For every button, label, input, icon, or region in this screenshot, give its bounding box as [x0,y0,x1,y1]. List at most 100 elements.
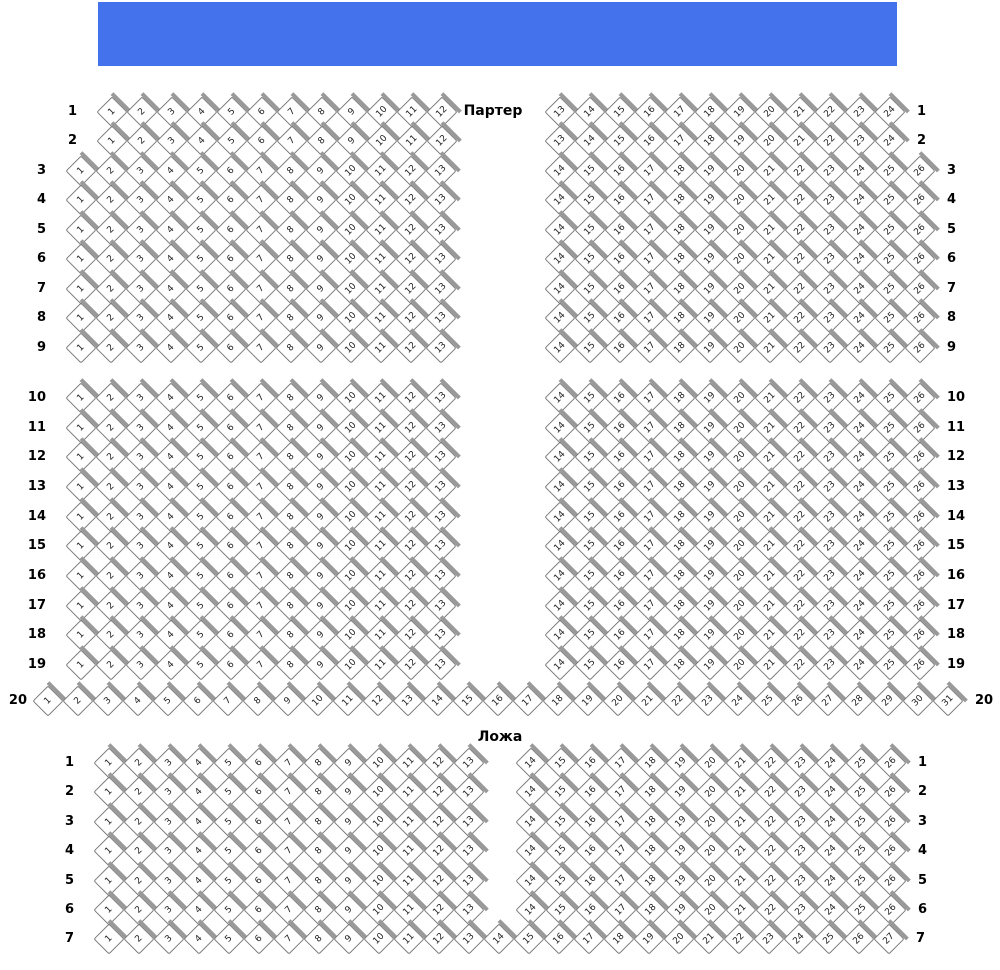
seat[interactable]: 29 [872,685,904,717]
seat[interactable]: 11 [365,332,397,364]
seat[interactable]: 13 [453,923,485,955]
seat[interactable]: 8 [303,923,335,955]
seat[interactable]: 4 [155,649,187,681]
seat[interactable]: 10 [335,332,367,364]
seat[interactable]: 24 [783,923,815,955]
seat[interactable]: 12 [362,685,394,717]
seat[interactable]: 6 [243,923,275,955]
seat[interactable]: 9 [305,332,337,364]
seat[interactable]: 26 [904,332,936,364]
seat[interactable]: 22 [784,649,816,681]
seat[interactable]: 6 [215,332,247,364]
seat[interactable]: 14 [422,685,454,717]
seat[interactable]: 23 [692,685,724,717]
seat[interactable]: 7 [245,649,277,681]
seat[interactable]: 30 [902,685,934,717]
seat[interactable]: 1 [93,923,125,955]
seat[interactable]: 18 [603,923,635,955]
seat[interactable]: 22 [662,685,694,717]
seat[interactable]: 25 [874,332,906,364]
seat[interactable]: 3 [153,923,185,955]
seat[interactable]: 14 [483,923,515,955]
seat[interactable]: 3 [92,685,124,717]
seat[interactable]: 19 [694,649,726,681]
seat[interactable]: 26 [904,649,936,681]
seat[interactable]: 2 [95,332,127,364]
seat[interactable]: 24 [844,649,876,681]
seat[interactable]: 18 [542,685,574,717]
seat[interactable]: 8 [275,649,307,681]
seat[interactable]: 17 [634,649,666,681]
seat[interactable]: 6 [182,685,214,717]
seat[interactable]: 19 [572,685,604,717]
seat[interactable]: 31 [932,685,964,717]
seat[interactable]: 21 [754,332,786,364]
seat[interactable]: 11 [365,649,397,681]
seat[interactable]: 10 [335,649,367,681]
seat[interactable]: 4 [122,685,154,717]
seat[interactable]: 4 [155,332,187,364]
seat[interactable]: 15 [574,332,606,364]
seat[interactable]: 7 [273,923,305,955]
seat[interactable]: 28 [842,685,874,717]
seat[interactable]: 3 [125,332,157,364]
seat[interactable]: 15 [513,923,545,955]
seat[interactable]: 9 [272,685,304,717]
seat[interactable]: 4 [183,923,215,955]
seat[interactable]: 7 [212,685,244,717]
seat[interactable]: 17 [573,923,605,955]
seat[interactable]: 21 [754,649,786,681]
seat[interactable]: 24 [844,332,876,364]
seat[interactable]: 1 [32,685,64,717]
seat[interactable]: 19 [694,332,726,364]
seat[interactable]: 16 [604,649,636,681]
seat[interactable]: 9 [333,923,365,955]
seat[interactable]: 18 [664,332,696,364]
seat[interactable]: 8 [275,332,307,364]
seat[interactable]: 1 [65,332,97,364]
seat[interactable]: 11 [332,685,364,717]
seat[interactable]: 10 [363,923,395,955]
seat[interactable]: 12 [395,649,427,681]
seat[interactable]: 21 [693,923,725,955]
seat[interactable]: 18 [664,649,696,681]
seat[interactable]: 13 [425,649,457,681]
seat[interactable]: 5 [185,332,217,364]
seat[interactable]: 25 [752,685,784,717]
seat[interactable]: 20 [724,332,756,364]
seat[interactable]: 21 [632,685,664,717]
seat[interactable]: 27 [873,923,905,955]
seat[interactable]: 10 [302,685,334,717]
seat[interactable]: 14 [544,649,576,681]
seat[interactable]: 17 [634,332,666,364]
seat[interactable]: 6 [215,649,247,681]
seat[interactable]: 9 [305,649,337,681]
seat[interactable]: 1 [65,649,97,681]
seat[interactable]: 2 [62,685,94,717]
seat[interactable]: 3 [125,649,157,681]
seat[interactable]: 25 [874,649,906,681]
seat[interactable]: 5 [213,923,245,955]
seat[interactable]: 15 [452,685,484,717]
seat[interactable]: 16 [543,923,575,955]
seat[interactable]: 12 [423,923,455,955]
seat[interactable]: 23 [814,649,846,681]
seat[interactable]: 20 [602,685,634,717]
seat[interactable]: 19 [633,923,665,955]
seat[interactable]: 22 [723,923,755,955]
seat[interactable]: 11 [393,923,425,955]
seat[interactable]: 16 [482,685,514,717]
seat[interactable]: 20 [724,649,756,681]
seat[interactable]: 23 [814,332,846,364]
seat[interactable]: 5 [185,649,217,681]
seat[interactable]: 5 [152,685,184,717]
seat[interactable]: 24 [722,685,754,717]
seat[interactable]: 16 [604,332,636,364]
seat[interactable]: 20 [663,923,695,955]
seat[interactable]: 2 [123,923,155,955]
seat[interactable]: 23 [753,923,785,955]
seat[interactable]: 15 [574,649,606,681]
seat[interactable]: 2 [95,649,127,681]
seat[interactable]: 22 [784,332,816,364]
seat[interactable]: 7 [245,332,277,364]
